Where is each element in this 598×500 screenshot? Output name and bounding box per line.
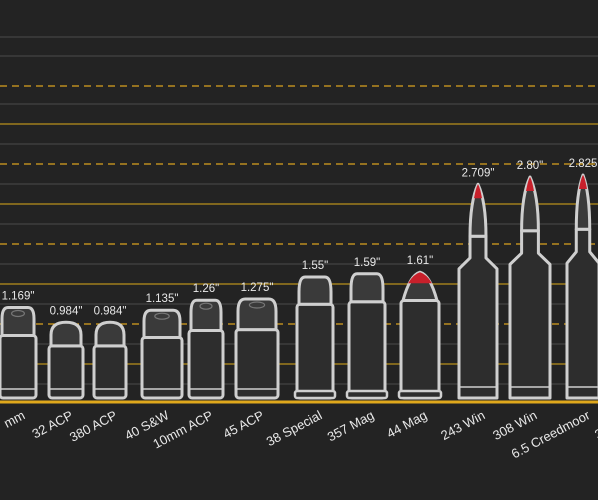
cartridge-shape (187, 298, 225, 400)
value-label: 1.55" (302, 260, 328, 272)
value-label: 1.275" (241, 282, 274, 294)
cartridge-shape (293, 275, 337, 400)
value-label: 1.26" (193, 283, 219, 295)
cartridge-shape (508, 175, 552, 400)
value-label: 2.825 (569, 158, 598, 170)
category-label: 38 Special (264, 407, 325, 449)
value-labels: 1.169" 0.984" 0.984" 1.135" 1.26" 1.275" 1.55"… (2, 158, 598, 317)
cartridge-shapes (0, 173, 598, 400)
category-label: 243 Win (438, 407, 487, 443)
cartridge-shape (47, 320, 85, 400)
value-label: 1.135" (146, 293, 179, 305)
category-label: 357 Mag (325, 407, 377, 444)
value-label: 1.169" (2, 290, 35, 302)
category-label: 45 ACP (220, 407, 266, 441)
value-label: 1.59" (354, 257, 380, 269)
value-label: 0.984" (94, 305, 127, 317)
category-label: 30-06 S (592, 407, 598, 442)
value-label: 2.709" (462, 167, 495, 179)
cartridge-shape (0, 305, 38, 400)
cartridge-shape (140, 308, 184, 400)
category-label: 44 Mag (384, 407, 429, 441)
cartridge-shape (234, 297, 280, 400)
cartridge-shape (565, 173, 598, 400)
category-label: 380 ACP (67, 407, 119, 444)
cartridge-shape (457, 182, 499, 400)
cartridge-shape (345, 272, 389, 400)
cartridge-shape (92, 320, 128, 400)
value-label: 0.984" (50, 305, 83, 317)
value-label: 2.80" (517, 160, 543, 172)
category-label: mm (1, 407, 27, 430)
value-label: 1.61" (407, 255, 433, 267)
cartridge-shape (397, 270, 443, 400)
